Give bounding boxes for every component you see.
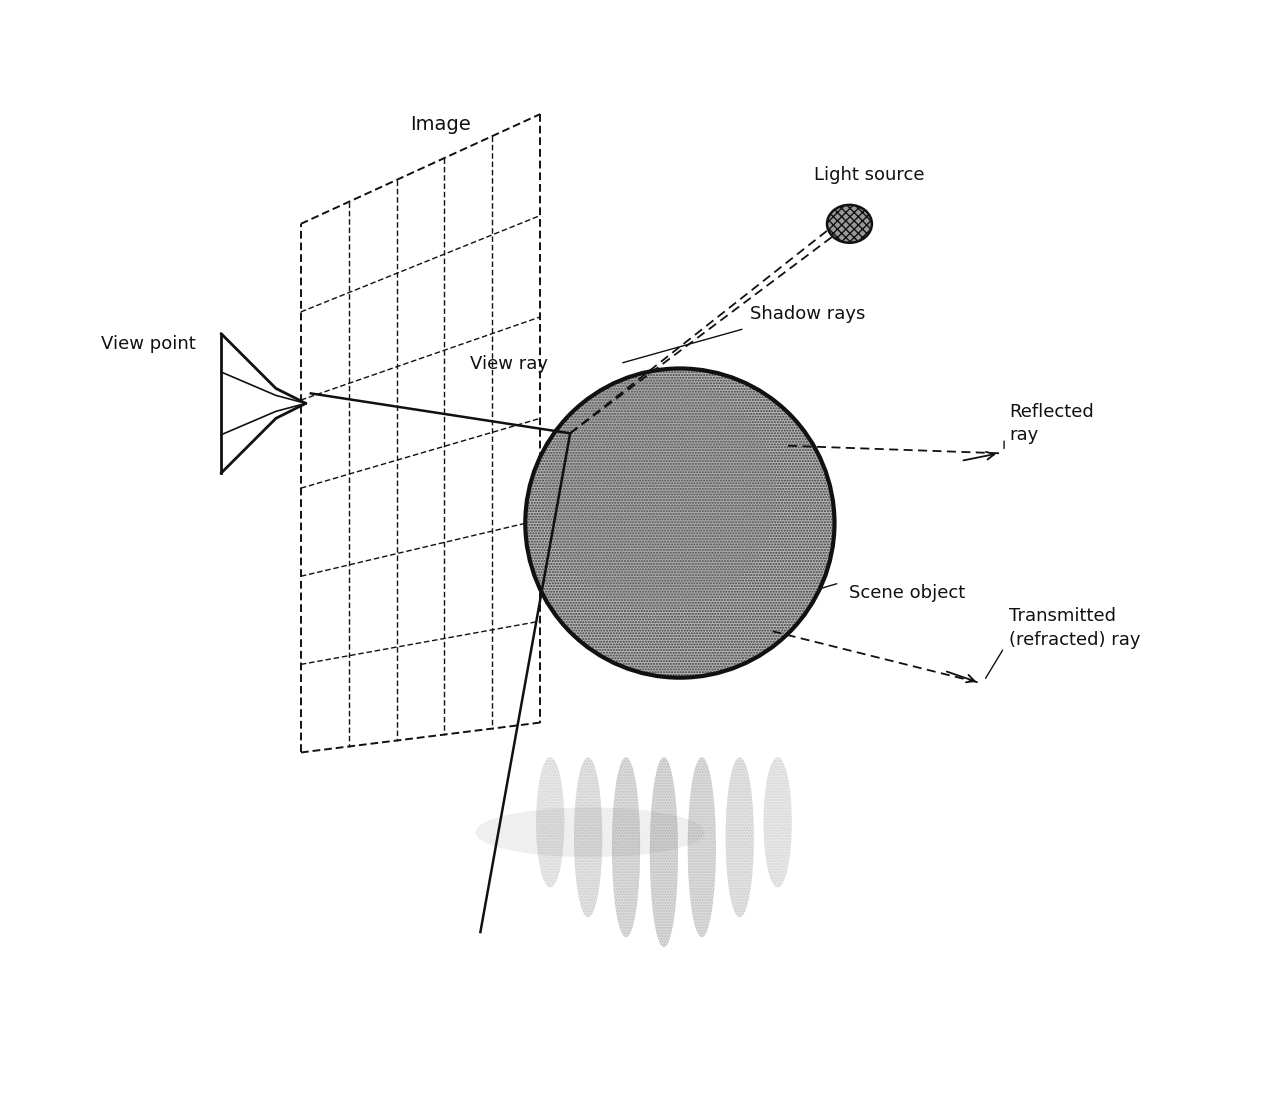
Ellipse shape (475, 807, 705, 857)
Circle shape (526, 368, 834, 677)
Text: View ray: View ray (470, 355, 549, 374)
Ellipse shape (612, 758, 640, 938)
Ellipse shape (574, 758, 602, 917)
Ellipse shape (763, 758, 791, 887)
Ellipse shape (688, 758, 716, 938)
Ellipse shape (827, 205, 872, 243)
Text: View point: View point (102, 334, 196, 353)
Circle shape (544, 377, 776, 609)
Circle shape (526, 368, 834, 677)
Ellipse shape (725, 758, 753, 917)
Circle shape (526, 368, 834, 677)
Text: Light source: Light source (814, 165, 925, 184)
Ellipse shape (650, 758, 678, 947)
Text: Scene object: Scene object (850, 583, 965, 602)
Text: Shadow rays: Shadow rays (749, 304, 865, 322)
Ellipse shape (536, 758, 564, 887)
Text: Image: Image (410, 115, 471, 135)
Text: Reflected
ray: Reflected ray (1010, 403, 1093, 445)
Text: Transmitted
(refracted) ray: Transmitted (refracted) ray (1010, 607, 1140, 649)
